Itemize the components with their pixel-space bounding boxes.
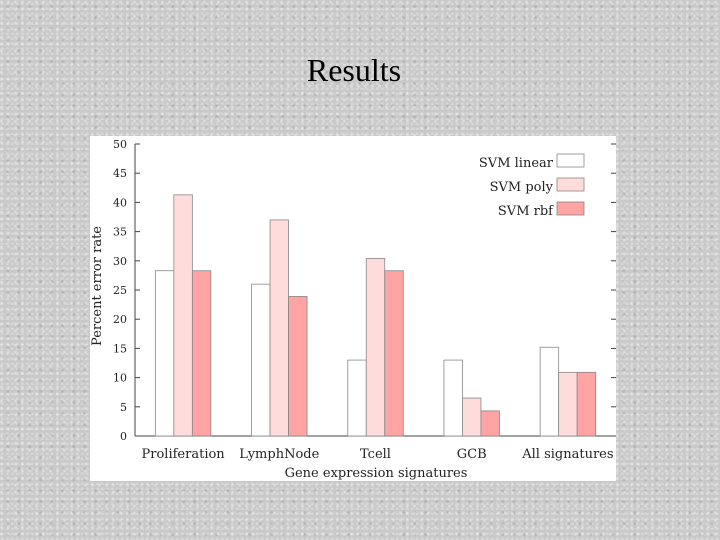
bar-svm-rbf [384, 270, 404, 437]
bar-svm-linear [251, 283, 271, 437]
x-tick-label: GCB [457, 447, 487, 462]
legend-swatch [556, 177, 585, 192]
x-tick-label: All signatures [521, 447, 613, 462]
y-tick-label: 0 [120, 430, 127, 443]
legend-swatch [556, 153, 585, 168]
bar-svm-linear [154, 270, 175, 437]
y-tick-label: 15 [113, 342, 127, 355]
bar-svm-poly [269, 219, 289, 437]
bar-svm-rbf [576, 371, 597, 437]
chart-legend: SVM linear SVM poly SVM rbf [479, 153, 585, 219]
x-axis-label: Gene expression signatures [285, 466, 468, 481]
bar-svm-poly [558, 371, 578, 437]
chart-bars [154, 194, 597, 437]
y-axis-label: Percent error rate [90, 226, 105, 346]
bar-chart: 0 5 10 15 20 25 30 35 40 45 50 Proliferation LymphNo… [90, 138, 616, 481]
bar-svm-rbf [288, 296, 308, 437]
bar-svm-linear [347, 359, 367, 437]
bar-svm-poly [365, 258, 386, 437]
bar-svm-poly [462, 397, 482, 437]
bar-svm-linear [539, 346, 560, 437]
x-tick-label: LymphNode [239, 447, 319, 462]
y-tick-label: 30 [113, 255, 127, 268]
y-tick-label: 20 [113, 313, 127, 326]
bar-svm-rbf [191, 270, 212, 437]
legend-label: SVM rbf [498, 204, 554, 219]
x-tick-label: Proliferation [142, 447, 226, 462]
bar-svm-linear [443, 359, 463, 437]
legend-swatch [556, 201, 585, 216]
legend-label: SVM poly [490, 180, 554, 195]
y-tick-label: 35 [113, 226, 127, 239]
bar-svm-poly [173, 194, 193, 437]
y-tick-label: 40 [113, 196, 127, 209]
legend-label: SVM linear [479, 156, 554, 171]
slide-title: Results [306, 52, 402, 88]
chart-panel: 0 5 10 15 20 25 30 35 40 45 50 Proliferation LymphNo… [90, 136, 616, 481]
y-tick-label: 10 [113, 372, 127, 385]
bar-svm-rbf [480, 410, 500, 437]
x-tick-label: Tcell [360, 447, 391, 462]
y-tick-label: 50 [113, 138, 127, 151]
y-tick-label: 5 [120, 401, 127, 414]
y-tick-label: 25 [113, 284, 127, 297]
y-tick-label: 45 [113, 167, 127, 180]
chart-axes: 0 5 10 15 20 25 30 35 40 45 50 Proliferation LymphNo… [113, 138, 616, 462]
